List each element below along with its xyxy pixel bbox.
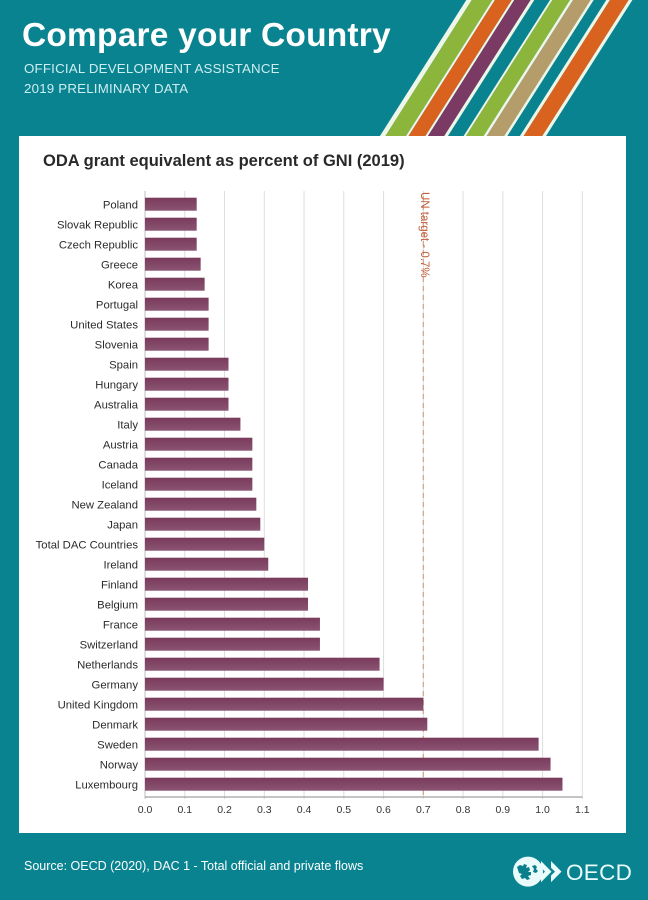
svg-text:0.3: 0.3 <box>257 804 272 816</box>
svg-text:Netherlands: Netherlands <box>77 659 138 671</box>
svg-text:0.1: 0.1 <box>177 804 192 816</box>
svg-text:Slovenia: Slovenia <box>95 339 139 351</box>
svg-text:0.6: 0.6 <box>376 804 391 816</box>
svg-text:Sweden: Sweden <box>97 739 138 751</box>
svg-text:Spain: Spain <box>109 359 138 371</box>
svg-text:1.0: 1.0 <box>535 804 550 816</box>
svg-text:0.5: 0.5 <box>336 804 351 816</box>
svg-text:0.4: 0.4 <box>297 804 312 816</box>
svg-text:Japan: Japan <box>107 519 138 531</box>
svg-text:New Zealand: New Zealand <box>71 499 138 511</box>
svg-text:Greece: Greece <box>101 259 138 271</box>
svg-text:0.0: 0.0 <box>138 804 153 816</box>
svg-text:OECD: OECD <box>566 860 632 885</box>
svg-text:Austria: Austria <box>103 439 139 451</box>
svg-text:UN target - 0.7%: UN target - 0.7% <box>418 192 430 278</box>
svg-text:France: France <box>103 619 138 631</box>
svg-text:Italy: Italy <box>117 419 138 431</box>
svg-text:Poland: Poland <box>103 199 138 211</box>
svg-text:United States: United States <box>70 319 138 331</box>
svg-text:Portugal: Portugal <box>96 299 138 311</box>
svg-text:Korea: Korea <box>108 279 139 291</box>
svg-text:0.7: 0.7 <box>416 804 431 816</box>
svg-text:0.8: 0.8 <box>456 804 471 816</box>
svg-text:Luxembourg: Luxembourg <box>75 779 138 791</box>
svg-text:Switzerland: Switzerland <box>80 639 138 651</box>
svg-text:Australia: Australia <box>94 399 139 411</box>
svg-text:Total DAC Countries: Total DAC Countries <box>36 539 139 551</box>
svg-text:0.9: 0.9 <box>496 804 511 816</box>
svg-text:Norway: Norway <box>100 759 139 771</box>
svg-text:Belgium: Belgium <box>97 599 138 611</box>
svg-text:0.2: 0.2 <box>217 804 232 816</box>
svg-text:Denmark: Denmark <box>92 719 138 731</box>
svg-text:Finland: Finland <box>101 579 138 591</box>
svg-text:1.1: 1.1 <box>575 804 590 816</box>
svg-text:Germany: Germany <box>92 679 139 691</box>
svg-text:Slovak Republic: Slovak Republic <box>57 219 138 231</box>
svg-text:United Kingdom: United Kingdom <box>58 699 138 711</box>
svg-text:Iceland: Iceland <box>102 479 138 491</box>
svg-text:Canada: Canada <box>98 459 138 471</box>
svg-text:Ireland: Ireland <box>103 559 138 571</box>
svg-text:Czech Republic: Czech Republic <box>59 239 138 251</box>
svg-text:Hungary: Hungary <box>95 379 138 391</box>
